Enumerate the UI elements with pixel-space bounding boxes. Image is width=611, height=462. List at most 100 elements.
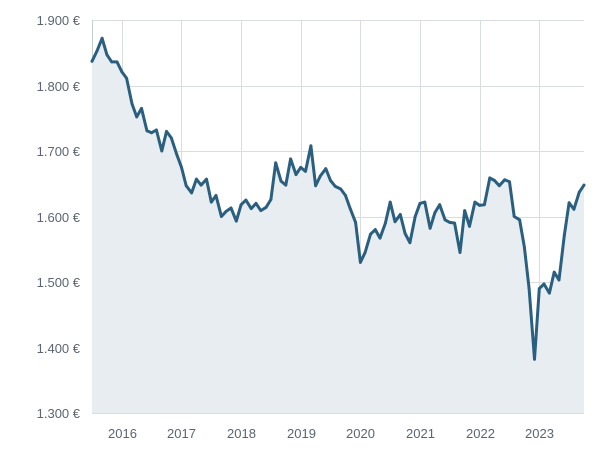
data-point [190, 191, 194, 195]
data-point [95, 50, 99, 53]
data-point [562, 234, 566, 237]
data-point [527, 287, 531, 290]
data-point [423, 200, 427, 204]
data-point [249, 207, 253, 211]
data-point [284, 183, 288, 187]
data-point [184, 184, 188, 188]
data-point [294, 173, 298, 177]
data-point [125, 76, 128, 80]
data-point [319, 174, 322, 178]
x-tick-label: 2018 [227, 426, 256, 441]
x-tick-label: 2021 [406, 426, 435, 441]
data-point [333, 185, 337, 188]
data-point [209, 200, 213, 204]
data-point [329, 179, 332, 182]
data-point [523, 245, 526, 249]
x-tick-label: 2016 [108, 426, 137, 441]
data-point [488, 176, 492, 180]
data-point [244, 198, 248, 202]
x-tick-label: 2019 [287, 426, 316, 441]
data-point [443, 218, 447, 222]
data-point [344, 194, 347, 197]
data-point [453, 221, 456, 225]
data-point [557, 278, 561, 282]
data-point [503, 178, 507, 182]
x-tick-label: 2023 [525, 426, 554, 441]
data-point [229, 206, 233, 210]
plot-area [90, 36, 586, 414]
data-point [537, 287, 541, 290]
y-tick-label: 1.500 € [37, 275, 81, 290]
x-axis-ticks: 2016 2017 2018 2019 2020 2021 2022 2023 [108, 426, 554, 441]
data-point [259, 209, 263, 213]
data-point [175, 152, 179, 156]
data-point [155, 128, 158, 132]
data-point [224, 209, 228, 213]
data-point [393, 220, 397, 224]
data-point [279, 179, 283, 183]
data-point [110, 60, 114, 64]
data-point [428, 226, 432, 230]
data-point [373, 228, 377, 232]
data-point [493, 179, 496, 182]
data-point [508, 180, 511, 184]
data-point [150, 131, 154, 135]
data-point [205, 177, 208, 181]
data-point [324, 167, 328, 171]
data-point [120, 70, 124, 74]
data-point [363, 251, 367, 254]
data-point [582, 183, 586, 187]
data-point [512, 215, 516, 218]
data-point [145, 129, 149, 133]
data-point [448, 221, 452, 224]
data-point [264, 205, 268, 209]
data-point [567, 201, 571, 205]
data-point [160, 149, 164, 153]
data-point [369, 232, 372, 236]
data-point [254, 202, 258, 205]
data-point [518, 218, 521, 222]
y-tick-label: 1.600 € [37, 210, 81, 225]
data-point [180, 166, 183, 169]
data-point [468, 224, 471, 228]
data-point [169, 136, 173, 140]
area-fill [92, 38, 584, 414]
data-point [314, 184, 317, 188]
data-point [403, 232, 407, 235]
data-point [577, 190, 581, 194]
data-point [533, 357, 536, 361]
data-point [497, 184, 501, 188]
data-point [388, 200, 392, 204]
y-axis-ticks: 1.300 € 1.400 € 1.500 € 1.600 € 1.700 € 1.800… [37, 13, 81, 421]
x-tick-label: 2017 [167, 426, 196, 441]
data-point [458, 251, 462, 254]
data-point [199, 183, 203, 187]
data-point [398, 213, 402, 216]
data-point [90, 59, 94, 63]
data-point [239, 203, 243, 207]
data-point [140, 107, 143, 110]
data-point [413, 215, 417, 218]
series-line [90, 36, 586, 361]
data-point [214, 194, 218, 197]
data-point [548, 291, 551, 295]
data-point [274, 161, 278, 165]
data-point [105, 53, 109, 57]
data-point [408, 241, 412, 245]
y-tick-label: 1.400 € [37, 341, 81, 356]
data-point [552, 270, 556, 274]
data-point [100, 36, 104, 40]
data-point [135, 115, 139, 119]
y-tick-label: 1.700 € [37, 144, 81, 159]
data-point [304, 169, 307, 173]
x-tick-label: 2020 [346, 426, 375, 441]
data-point [542, 282, 546, 286]
data-point [478, 204, 481, 207]
data-point [473, 200, 477, 204]
data-point [572, 207, 576, 211]
data-point [463, 209, 467, 213]
data-point [269, 198, 273, 201]
y-tick-label: 1.800 € [37, 79, 81, 94]
